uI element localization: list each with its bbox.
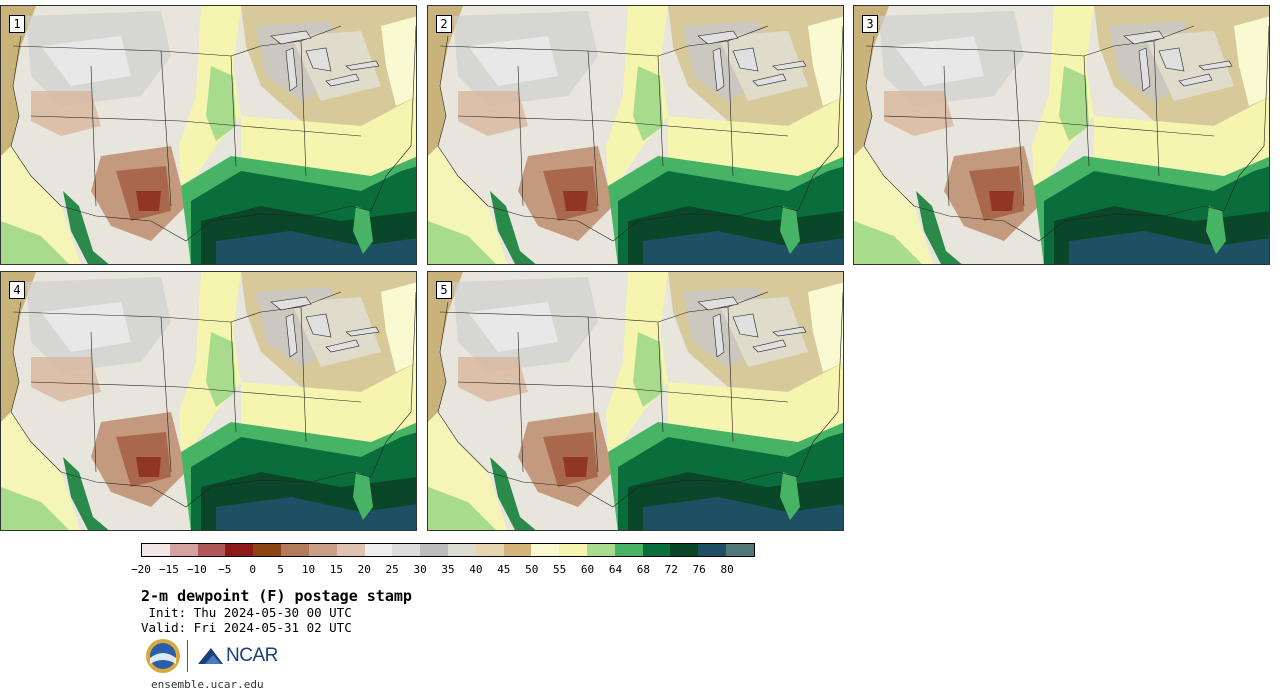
map-area: [428, 272, 843, 530]
colorbar-segment: [364, 544, 393, 556]
colorbar-tick-label: 64: [608, 563, 623, 576]
dewpoint-map: [1, 272, 416, 530]
colorbar-segment: [336, 544, 365, 556]
colorbar-tick-label: −20: [131, 563, 151, 576]
member-number-label: 5: [436, 281, 452, 299]
ensemble-member-panel-4: 4: [0, 271, 417, 531]
colorbar-tick-label: 25: [385, 563, 399, 576]
colorbar-tick-label: 30: [413, 563, 427, 576]
colorbar-tick-label: −5: [218, 563, 232, 576]
colorbar-tick-label: 50: [525, 563, 539, 576]
colorbar-tick-label: 72: [664, 563, 678, 576]
colorbar-segment: [169, 544, 198, 556]
colorbar-segment: [559, 544, 587, 556]
colorbar-segment: [197, 544, 226, 556]
ncar-logo-icon: [198, 648, 223, 664]
colorbar-segment: [587, 544, 615, 556]
colorbar-tick-label: 5: [277, 563, 284, 576]
colorbar-tick-labels: −20 −15 −10 −5 0 5 10 15 20 25 30 35 40 45 50 55 60 64 68 7…: [0, 563, 1280, 577]
colorbar-segment: [698, 544, 727, 556]
colorbar-segment: [253, 544, 282, 556]
colorbar-tick-label: 45: [497, 563, 511, 576]
colorbar-tick-label: 40: [469, 563, 483, 576]
colorbar-segment: [392, 544, 421, 556]
ensemble-member-panel-5: 5: [427, 271, 844, 531]
member-number-label: 1: [9, 15, 25, 33]
dewpoint-map: [854, 6, 1269, 264]
colorbar-tick-label: −15: [158, 563, 179, 576]
dewpoint-map: [428, 6, 843, 264]
ensemble-member-panel-1: 1: [0, 5, 417, 265]
colorbar-segment: [281, 544, 309, 556]
colorbar-tick-label: 60: [580, 563, 595, 576]
colorbar-tick-label: 10: [301, 563, 316, 576]
colorbar-segment: [420, 544, 448, 556]
nsf-logo-icon: [146, 639, 180, 673]
colorbar-segment: [475, 544, 504, 556]
colorbar-tick-label: 68: [636, 563, 650, 576]
map-area: [1, 272, 416, 530]
member-number-label: 2: [436, 15, 452, 33]
colorbar-tick-label: −10: [186, 563, 207, 576]
colorbar-tick-label: 76: [692, 563, 706, 576]
colorbar-segment: [531, 544, 560, 556]
map-area: [854, 6, 1269, 264]
site-url: ensemble.ucar.edu: [151, 678, 264, 691]
colorbar-segment: [670, 544, 699, 556]
colorbar-segment: [142, 544, 170, 556]
colorbar-tick-label: 35: [441, 563, 455, 576]
valid-time: Valid: Fri 2024-05-31 02 UTC: [141, 620, 352, 635]
colorbar-segment: [642, 544, 671, 556]
colorbar-segment: [503, 544, 532, 556]
dewpoint-map: [1, 6, 416, 264]
map-area: [428, 6, 843, 264]
colorbar-segment: [614, 544, 643, 556]
colorbar-tick-label: 15: [329, 563, 343, 576]
colorbar-segment: [308, 544, 337, 556]
map-area: [1, 6, 416, 264]
dewpoint-colorbar: [141, 543, 755, 557]
ensemble-member-panel-3: 3: [853, 5, 1270, 265]
colorbar-tick-label: 20: [357, 563, 371, 576]
logo-divider: [187, 640, 188, 672]
member-number-label: 3: [862, 15, 878, 33]
init-time: Init: Thu 2024-05-30 00 UTC: [141, 605, 352, 620]
page-title: 2-m dewpoint (F) postage stamp: [141, 587, 412, 605]
member-number-label: 4: [9, 281, 25, 299]
colorbar-segment: [726, 544, 754, 556]
colorbar-segment: [225, 544, 254, 556]
colorbar-tick-label: 0: [249, 563, 256, 576]
ncar-logo-text: NCAR: [226, 645, 278, 666]
colorbar-tick-label: 80: [720, 563, 734, 576]
ensemble-member-panel-2: 2: [427, 5, 844, 265]
colorbar-segment: [447, 544, 476, 556]
colorbar-tick-label: 55: [553, 563, 567, 576]
dewpoint-map: [428, 272, 843, 530]
